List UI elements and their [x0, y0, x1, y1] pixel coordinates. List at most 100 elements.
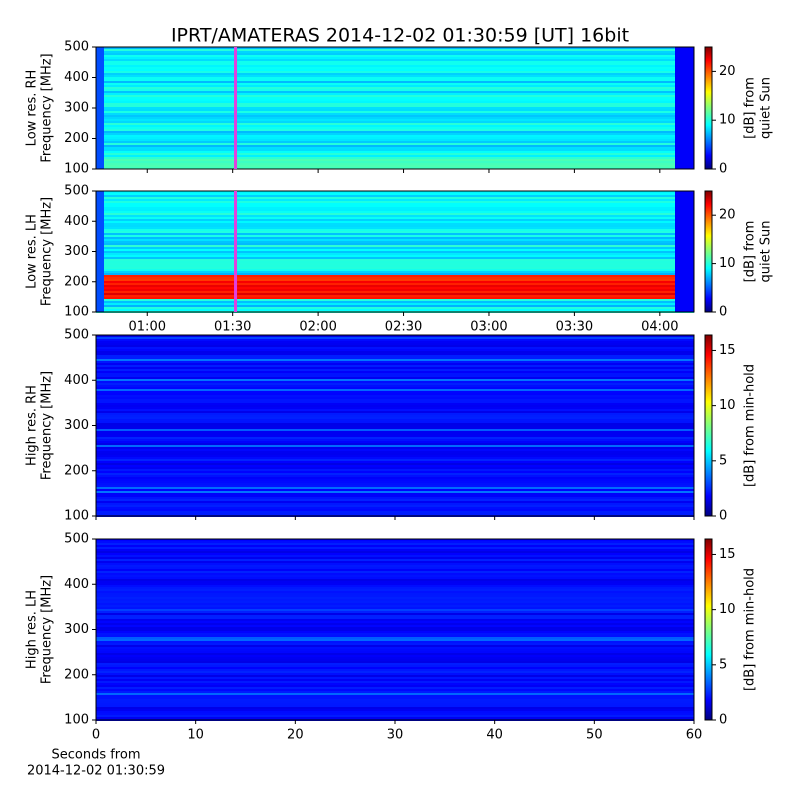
spectrogram-row: [96, 145, 694, 147]
spectrogram-row: [96, 433, 694, 435]
figure-title: IPRT/AMATERAS 2014-12-02 01:30:59 [UT] 1…: [171, 25, 629, 47]
spectrogram-row: [96, 359, 694, 361]
spectrogram-row: [96, 47, 694, 49]
spectrogram-row: [96, 513, 694, 515]
x-tick-label: 04:00: [641, 320, 678, 335]
spectrogram-row: [96, 409, 694, 411]
spectrogram-row: [96, 51, 694, 53]
spectrogram-row: [96, 541, 694, 543]
spectrogram-row: [96, 197, 694, 199]
spectrogram-row: [96, 557, 694, 559]
spectrogram-row: [96, 217, 694, 219]
y-axis-label: Low res. LH: [25, 214, 40, 289]
y-tick-label: 100: [64, 713, 89, 728]
spectrogram-row: [96, 113, 694, 115]
x-tick-label: 01:00: [129, 320, 166, 335]
spectrogram-row: [96, 307, 694, 309]
spectrogram-row: [96, 401, 694, 403]
data-gap: [675, 191, 694, 312]
spectrogram-row: [96, 497, 694, 499]
spectrogram-row: [96, 403, 694, 405]
x-tick-label: 01:30: [214, 320, 251, 335]
spectrogram-row: [96, 353, 694, 355]
time-marker: [234, 191, 238, 312]
colorbar-tick-label: 10: [719, 113, 736, 128]
spectrogram-row: [96, 195, 694, 197]
colorbar-tick-label: 0: [719, 713, 727, 728]
spectrogram-row: [96, 357, 694, 359]
spectrogram-row: [96, 375, 694, 377]
y-tick-label: 300: [64, 244, 89, 259]
spectrogram-row: [96, 393, 694, 395]
spectrogram-row: [96, 567, 694, 569]
spectrogram-row: [96, 87, 694, 89]
y-axis-label: Frequency [MHz]: [40, 371, 55, 480]
spectrogram-row: [96, 139, 694, 141]
spectrogram-row: [96, 223, 694, 225]
spectrogram-row: [96, 429, 694, 431]
spectrogram-row: [96, 443, 694, 445]
spectrogram-row: [96, 273, 694, 275]
spectrogram-row: [96, 231, 694, 233]
spectrogram: [96, 191, 694, 313]
spectrogram-row: [96, 501, 694, 503]
spectrogram-row: [96, 695, 694, 697]
spectrogram-row: [96, 59, 694, 61]
spectrogram-row: [96, 691, 694, 693]
spectrogram-row: [96, 551, 694, 553]
spectrogram-row: [96, 661, 694, 663]
spectrogram-row: [96, 637, 694, 639]
spectrogram-row: [96, 397, 694, 399]
spectrogram-row: [96, 573, 694, 575]
spectrogram-row: [96, 153, 694, 155]
spectrogram-row: [96, 135, 694, 137]
spectrogram-row: [96, 207, 694, 209]
spectrogram-row: [96, 483, 694, 485]
spectrogram-row: [96, 385, 694, 387]
spectrogram-row: [96, 507, 694, 509]
spectrogram-row: [96, 77, 694, 79]
y-tick-label: 200: [64, 463, 89, 478]
colorbar: [705, 191, 712, 312]
spectrogram-row: [96, 151, 694, 153]
spectrogram-row: [96, 367, 694, 369]
spectrogram-row: [96, 219, 694, 221]
colorbar: [705, 539, 712, 720]
spectrogram-row: [96, 149, 694, 151]
spectrogram-row: [96, 341, 694, 343]
colorbar-tick-label: 0: [719, 162, 727, 177]
spectrogram-row: [96, 289, 694, 291]
spectrogram-row: [96, 293, 694, 295]
y-tick-label: 100: [64, 305, 89, 320]
spectrogram-row: [96, 615, 694, 617]
spectrogram-row: [96, 487, 694, 489]
colorbar-tick-label: 0: [719, 509, 727, 524]
y-tick-label: 400: [64, 577, 89, 592]
spectrogram-row: [96, 591, 694, 593]
spectrogram-row: [96, 257, 694, 259]
spectrogram-row: [96, 97, 694, 99]
x-tick-label: 0: [92, 728, 100, 743]
spectrogram-row: [96, 83, 694, 85]
spectrogram-row: [96, 255, 694, 257]
y-axis-label: Frequency [MHz]: [40, 197, 55, 306]
spectrogram-row: [96, 133, 694, 135]
spectrogram-row: [96, 361, 694, 363]
spectrogram-row: [96, 673, 694, 675]
spectrogram-row: [96, 693, 694, 695]
spectrogram-row: [96, 121, 694, 123]
colorbar-tick-label: 20: [719, 64, 736, 79]
spectrogram-row: [96, 67, 694, 69]
spectrogram-row: [96, 621, 694, 623]
spectrogram-row: [96, 55, 694, 57]
spectrogram-row: [96, 363, 694, 365]
spectrogram-row: [96, 399, 694, 401]
colorbar-label: [dB] from min-hold: [743, 364, 758, 487]
spectrogram-row: [96, 301, 694, 303]
spectrogram-row: [96, 107, 694, 109]
spectrogram-row: [96, 201, 694, 203]
spectrogram-row: [96, 93, 694, 95]
y-axis-label: High res. RH: [25, 385, 40, 466]
spectrogram-row: [96, 453, 694, 455]
